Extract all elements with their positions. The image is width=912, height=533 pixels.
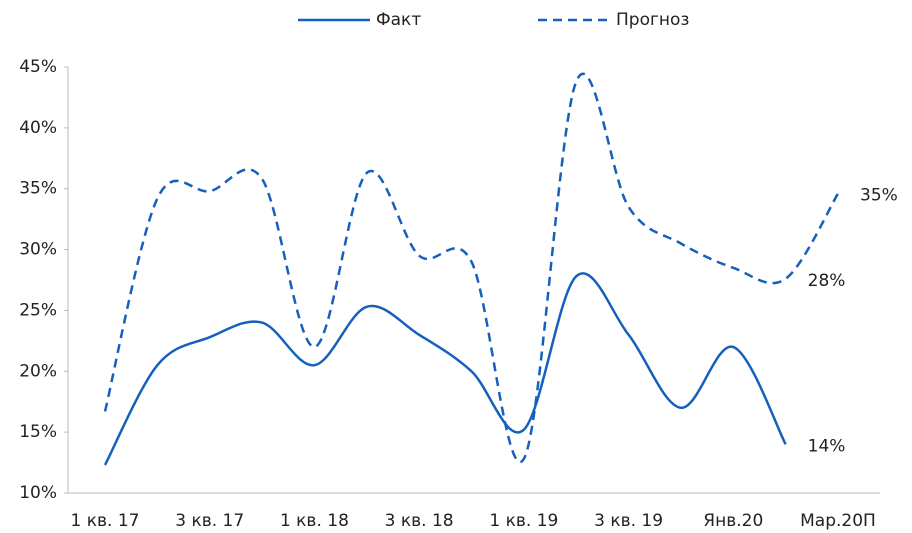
data-label: 35% [860,186,898,206]
x-tick-label: 1 кв. 18 [280,511,349,531]
x-tick-label: 1 кв. 17 [71,511,140,531]
x-tick-label: 3 кв. 18 [385,511,454,531]
y-tick-label: 30% [19,240,57,260]
y-tick-label: 15% [19,422,57,442]
y-tick-label: 35% [19,179,57,199]
line-series [103,272,787,466]
y-tick-label: 25% [19,300,57,320]
y-tick-label: 10% [19,483,57,503]
x-tick-label: 1 кв. 19 [489,511,558,531]
data-label: 28% [808,271,846,291]
x-tick-label: Мар.20П [800,511,876,531]
x-tick-label: 3 кв. 17 [175,511,244,531]
y-tick-label: 20% [19,361,57,381]
line-series [103,72,840,464]
y-tick-label: 40% [19,118,57,138]
x-tick-label: 3 кв. 19 [594,511,663,531]
legend-label: Прогноз [616,10,689,30]
data-label: 14% [808,436,846,456]
y-tick-label: 45% [19,57,57,77]
legend-label: Факт [376,10,421,30]
x-tick-label: Янв.20 [703,511,763,531]
